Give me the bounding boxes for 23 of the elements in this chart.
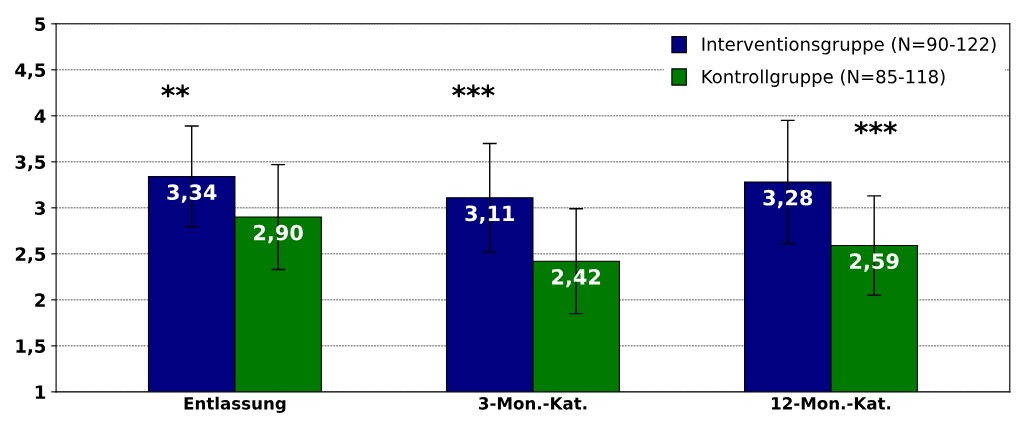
x-tick-label: 3-Mon.-Kat. <box>479 397 587 410</box>
annotation: *** <box>854 121 897 135</box>
data-label: 3,11 <box>465 205 514 224</box>
y-tick-label: 5 <box>35 17 46 31</box>
data-label: 2,42 <box>552 268 601 288</box>
data-label: 2,59 <box>850 253 899 272</box>
data-label: 3,28 <box>763 189 813 209</box>
x-tick-label: 12-Mon.-Kat. <box>772 397 891 410</box>
y-tick-label: 3,5 <box>15 155 46 172</box>
legend-label: Interventionsgruppe (N=90-122) <box>702 37 996 55</box>
y-tick-label: 4,5 <box>15 63 46 80</box>
x-tick-label: Entlassung <box>184 396 286 413</box>
data-label: 2,90 <box>254 224 303 244</box>
y-tick-label: 4 <box>34 109 46 123</box>
y-tick-label: 1,5 <box>16 339 46 356</box>
y-tick-label: 2,5 <box>15 247 46 264</box>
annotation: ** <box>161 84 190 98</box>
annotation: *** <box>452 84 495 98</box>
legend-label: Kontrollgruppe (N=85-118) <box>702 69 945 87</box>
y-tick-label: 1 <box>35 385 46 399</box>
data-label: 3,34 <box>167 184 217 203</box>
y-tick-label: 2 <box>35 293 45 307</box>
y-tick-label: 3 <box>35 201 45 215</box>
